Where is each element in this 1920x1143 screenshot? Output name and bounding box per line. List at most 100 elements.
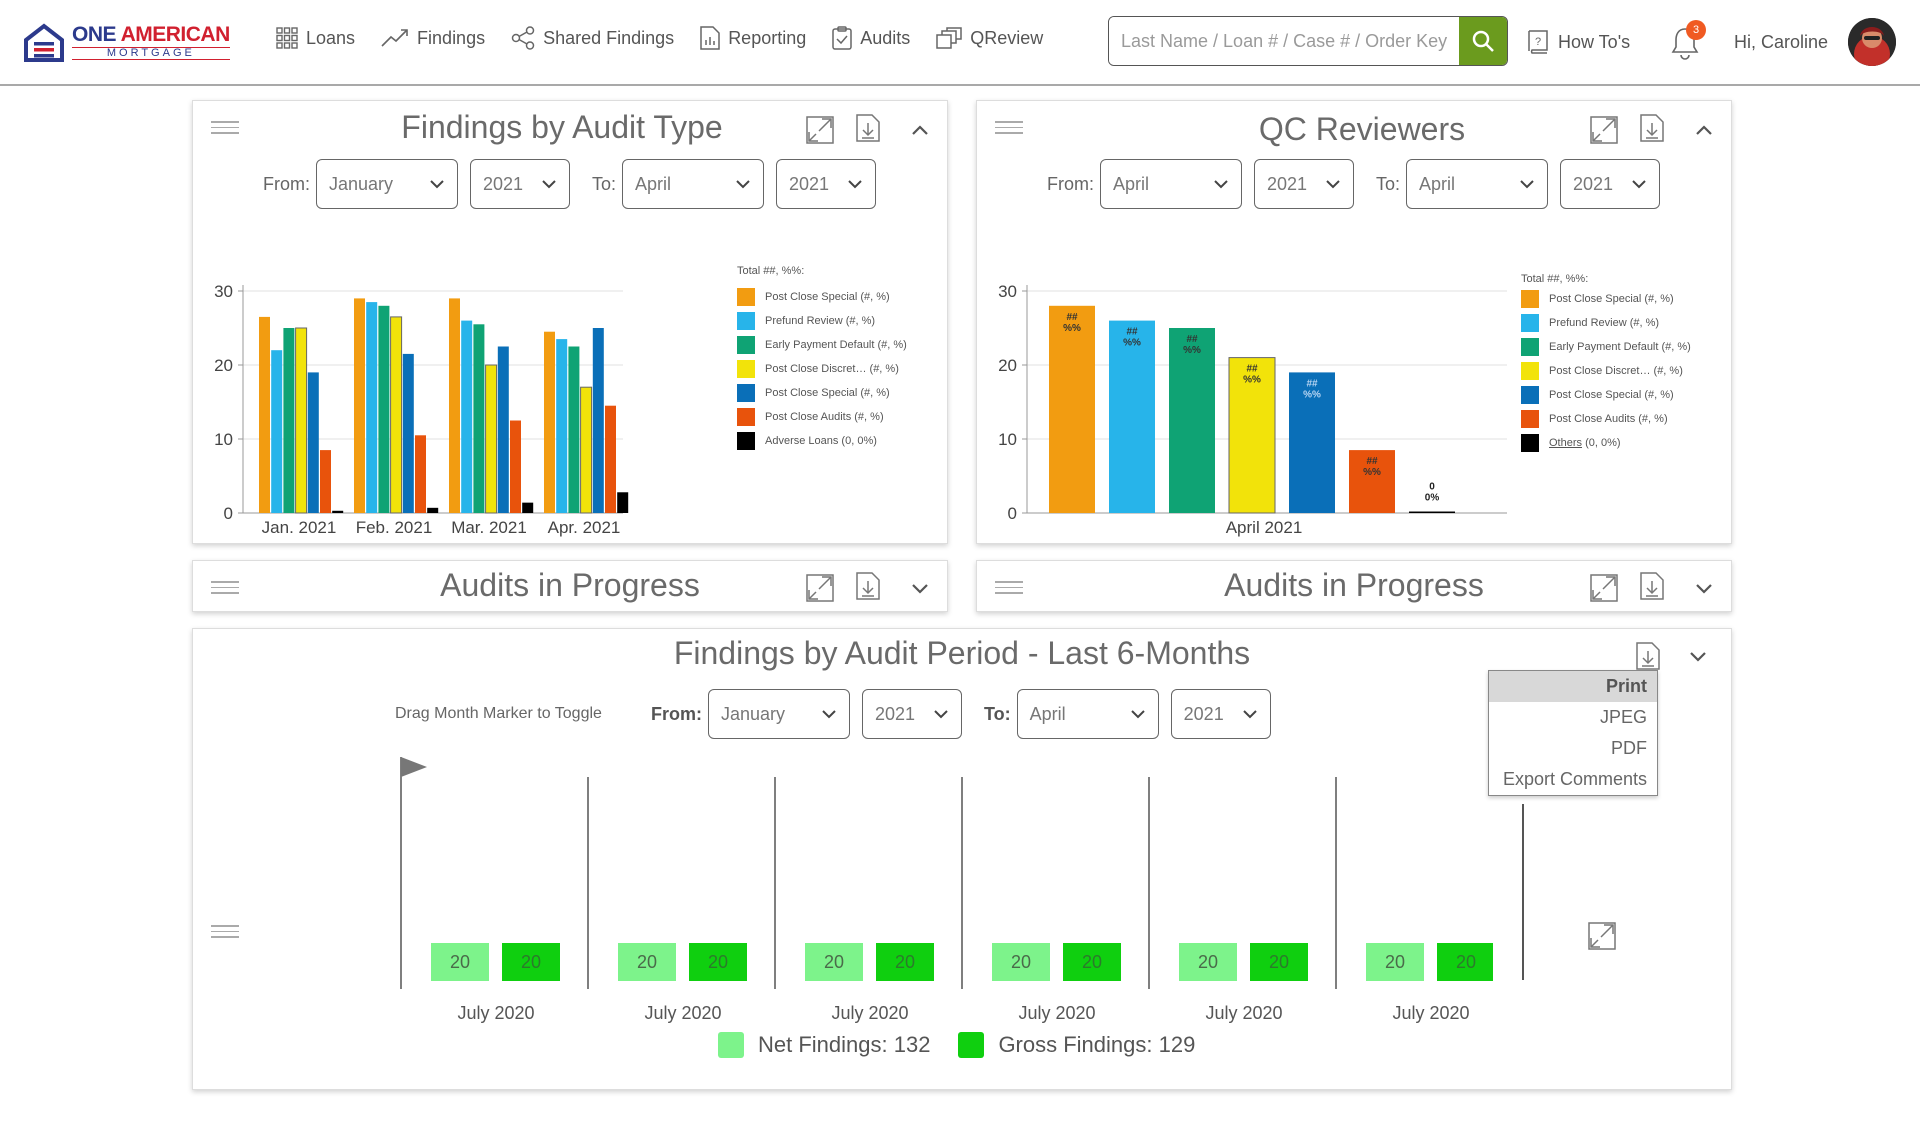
to-year-select[interactable]: 2021 xyxy=(776,159,877,209)
legend-item: Post Close Special (#, %) xyxy=(737,381,907,405)
notifications-button[interactable]: 3 xyxy=(1670,20,1706,60)
chevron-down-icon[interactable] xyxy=(1683,641,1713,671)
drag-handle[interactable] xyxy=(211,121,239,135)
legend-swatch xyxy=(1521,314,1539,332)
chevron-down-icon[interactable] xyxy=(1689,573,1719,603)
findings-value: 20 xyxy=(450,952,470,972)
gross-findings-swatch xyxy=(958,1032,985,1058)
search-box xyxy=(1108,16,1508,66)
chevron-down-icon[interactable] xyxy=(905,573,935,603)
legend-item: Others (0, 0%) xyxy=(1521,431,1691,455)
bar-data-label: ## xyxy=(1246,364,1258,375)
from-month-select[interactable]: January xyxy=(708,689,850,739)
date-filters: From: April 2021 To: April 2021 xyxy=(1047,159,1672,209)
nav-audits[interactable]: Audits xyxy=(832,26,910,50)
expand-icon[interactable] xyxy=(1589,573,1619,603)
to-month-select[interactable]: April xyxy=(1406,159,1549,209)
to-label: To: xyxy=(592,173,617,194)
findings-bar xyxy=(1250,943,1308,981)
panel-title: Audits in Progress xyxy=(440,567,700,603)
drag-handle[interactable] xyxy=(995,581,1023,595)
findings-value: 20 xyxy=(824,952,844,972)
bar-data-label: %% xyxy=(1243,375,1261,386)
chevron-up-icon[interactable] xyxy=(905,115,935,145)
legend-swatch xyxy=(737,408,755,426)
to-month-select[interactable]: April xyxy=(1016,689,1159,739)
findings-value: 20 xyxy=(1198,952,1218,972)
search-button[interactable] xyxy=(1459,17,1507,65)
legend-swatch xyxy=(1521,338,1539,356)
from-month-select[interactable]: April xyxy=(1100,159,1242,209)
menu-item-export-comments[interactable]: Export Comments xyxy=(1502,769,1647,789)
legend-label: Post Close Special (#, %) xyxy=(1549,293,1674,305)
brand-subname: MORTGAGE xyxy=(72,47,230,60)
search-input[interactable] xyxy=(1109,17,1459,65)
drag-handle[interactable] xyxy=(211,925,239,939)
bar-data-label: %% xyxy=(1363,467,1381,478)
bar xyxy=(1109,320,1155,513)
nav-reporting[interactable]: Reporting xyxy=(700,26,806,50)
others-link[interactable]: Others xyxy=(1549,437,1583,449)
legend-label: Post Close Special (#, %) xyxy=(765,387,890,399)
download-icon[interactable] xyxy=(1633,641,1663,671)
y-tick-label: 30 xyxy=(214,282,233,301)
download-icon[interactable] xyxy=(1637,571,1667,601)
bar xyxy=(522,502,534,513)
expand-icon[interactable] xyxy=(1587,921,1617,951)
findings-by-audit-type-chart: 0 10 20 30 Jan. 2021 Feb. 2021 Mar. 2021 Apr. 2… xyxy=(214,282,629,537)
expand-icon[interactable] xyxy=(1589,115,1619,145)
findings-value: 20 xyxy=(895,952,915,972)
to-month-select[interactable]: April xyxy=(622,159,765,209)
download-icon[interactable] xyxy=(853,113,883,143)
findings-by-audit-period-chart: 20 20 July 2020 20 20 July 2020 20 20 July 2020 2… xyxy=(400,757,1493,1023)
chevron-down-icon xyxy=(822,710,836,719)
from-year-select[interactable]: 2021 xyxy=(470,159,570,209)
to-year-select[interactable]: 2021 xyxy=(1170,689,1271,739)
drag-handle[interactable] xyxy=(995,121,1023,135)
findings-bar xyxy=(431,943,489,981)
legend-title: Total ##, %%: xyxy=(737,265,805,277)
menu-item-pdf[interactable]: PDF xyxy=(1611,738,1647,758)
share-icon xyxy=(511,26,535,50)
legend-label: Post Close Discret… (#, %) xyxy=(765,363,899,375)
menu-item-print[interactable]: Print xyxy=(1489,671,1657,702)
from-year-select[interactable]: 2021 xyxy=(1254,159,1354,209)
expand-icon[interactable] xyxy=(805,573,835,603)
gross-findings-label: Gross Findings: 129 xyxy=(998,1032,1196,1057)
nav-loans[interactable]: Loans xyxy=(276,27,355,49)
month-label: July 2020 xyxy=(1205,1003,1282,1023)
chevron-up-icon[interactable] xyxy=(1689,115,1719,145)
nav-shared-findings[interactable]: Shared Findings xyxy=(511,26,674,50)
nav-qreview[interactable]: QReview xyxy=(936,27,1043,49)
bar-data-label: %% xyxy=(1303,389,1321,400)
month-marker-line[interactable] xyxy=(1522,804,1524,980)
trend-icon xyxy=(381,29,408,47)
chevron-down-icon xyxy=(542,180,556,189)
to-year-select[interactable]: 2021 xyxy=(1560,159,1661,209)
user-avatar[interactable] xyxy=(1848,18,1896,66)
bar xyxy=(1228,357,1276,514)
bar xyxy=(307,372,319,513)
menu-item-jpeg[interactable]: JPEG xyxy=(1599,707,1647,727)
bar xyxy=(271,350,283,513)
bar xyxy=(544,331,555,513)
brand-logo[interactable]: ONE AMERICAN MORTGAGE xyxy=(24,20,234,64)
legend-swatch xyxy=(1521,434,1539,452)
from-month-select[interactable]: January xyxy=(316,159,458,209)
bar-data-label: ## xyxy=(1366,456,1378,467)
nav-findings[interactable]: Findings xyxy=(381,28,485,49)
from-year-select[interactable]: 2021 xyxy=(862,689,962,739)
month-label: July 2020 xyxy=(1392,1003,1469,1023)
drag-handle[interactable] xyxy=(211,581,239,595)
legend-item: Post Close Special (#, %) xyxy=(1521,287,1691,311)
findings-value: 20 xyxy=(1456,952,1476,972)
how-tos-link[interactable]: ? How To's xyxy=(1528,30,1630,54)
from-label: From: xyxy=(651,703,702,724)
export-menu: Print JPEG PDF Export Comments xyxy=(1488,670,1658,796)
download-icon[interactable] xyxy=(853,571,883,601)
expand-icon[interactable] xyxy=(805,115,835,145)
legend-label: Adverse Loans (0, 0%) xyxy=(765,435,877,447)
date-filters: From: January 2021 To: April 2021 xyxy=(263,159,888,209)
download-icon[interactable] xyxy=(1637,113,1667,143)
chevron-down-icon xyxy=(934,710,948,719)
